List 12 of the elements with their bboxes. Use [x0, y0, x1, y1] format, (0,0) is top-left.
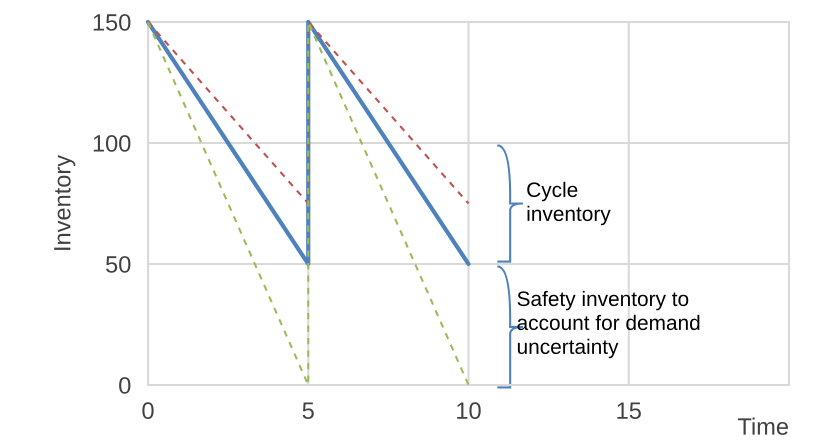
x-axis-title: Time [738, 418, 788, 435]
x-tick-label: 5 [302, 402, 314, 420]
y-axis-title: Inventory [54, 154, 76, 250]
y-tick-label: 150 [94, 14, 130, 31]
y-tick-label: 100 [94, 135, 130, 152]
annotation: Cycle inventory [527, 182, 611, 226]
y-tick-label: 0 [119, 377, 130, 394]
y-tick-label: 50 [106, 256, 130, 273]
x-tick-label: 15 [617, 402, 641, 420]
x-tick-label: 0 [142, 402, 154, 420]
annotation: Safety inventory to account for demand uncertainty [517, 290, 700, 358]
x-tick-label: 10 [457, 402, 481, 420]
